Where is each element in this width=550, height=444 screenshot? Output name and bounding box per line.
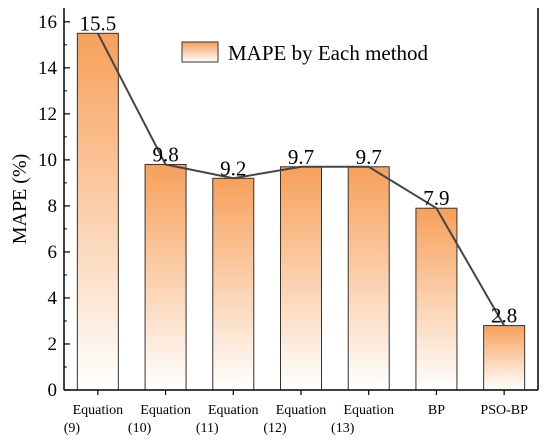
x-tick-label-line: Equation — [208, 403, 259, 418]
y-tick-label-10: 10 — [38, 150, 57, 171]
bar-1 — [144, 163, 187, 391]
x-tick-label-line: PSO-BP — [480, 403, 528, 418]
y-tick-label-14: 14 — [38, 58, 58, 79]
data-label-1: 9.8 — [152, 142, 178, 166]
legend-label: MAPE by Each method — [228, 41, 429, 65]
x-tick-label-line: (11) — [196, 421, 219, 436]
bar-0 — [76, 32, 119, 391]
x-tick-label-2: Equation (11) — [196, 403, 259, 436]
y-tick-label-12: 12 — [38, 104, 57, 125]
x-tick-label-5: BP — [428, 403, 445, 418]
x-tick-label-6: PSO-BP — [480, 403, 528, 418]
legend-swatch — [181, 41, 219, 63]
x-tick-label-line: (13) — [331, 421, 355, 436]
data-label-6: 2.8 — [491, 304, 517, 328]
trend-line — [96, 32, 506, 327]
y-axis-title: MAPE (%) — [9, 154, 31, 245]
x-tick-label-line: (9) — [64, 421, 81, 436]
y-tick-label-6: 6 — [48, 242, 58, 263]
value-labels-layer: 15.5 9.8 9.2 9.7 9.7 7.9 2.8 — [79, 11, 517, 327]
y-tick-label-2: 2 — [48, 334, 58, 355]
y-tick-label-8: 8 — [48, 196, 58, 217]
y-tick-label-4: 4 — [48, 288, 58, 309]
x-tick-label-line: (10) — [128, 421, 152, 436]
y-tick-label-0: 0 — [48, 380, 58, 401]
bar-5 — [415, 207, 458, 391]
trend-line-layer — [96, 32, 506, 327]
bar-2 — [212, 177, 255, 391]
bar-4 — [347, 166, 390, 391]
bars-layer — [76, 32, 526, 391]
x-tick-label-line: BP — [428, 403, 445, 418]
data-label-3: 9.7 — [288, 145, 314, 169]
legend: MAPE by Each method — [181, 41, 429, 65]
x-tick-label-3: Equation (12) — [263, 403, 326, 436]
x-tick-label-line: (12) — [263, 421, 287, 436]
data-label-2: 9.2 — [220, 156, 246, 180]
data-label-0: 15.5 — [79, 11, 116, 35]
data-label-4: 9.7 — [356, 145, 382, 169]
x-tick-label-line: Equation — [73, 403, 124, 418]
x-tick-label-line: Equation — [276, 403, 327, 418]
bar-3 — [280, 166, 322, 391]
data-label-5: 7.9 — [423, 186, 449, 210]
x-tick-label-line: Equation — [343, 403, 394, 418]
x-tick-label-1: Equation (10) — [128, 403, 191, 436]
x-tick-label-0: Equation (9) — [64, 403, 123, 436]
x-tick-label-4: Equation (13) — [331, 403, 394, 436]
bar-6 — [483, 325, 526, 391]
y-tick-label-16: 16 — [38, 12, 57, 33]
x-tick-label-line: Equation — [140, 403, 191, 418]
